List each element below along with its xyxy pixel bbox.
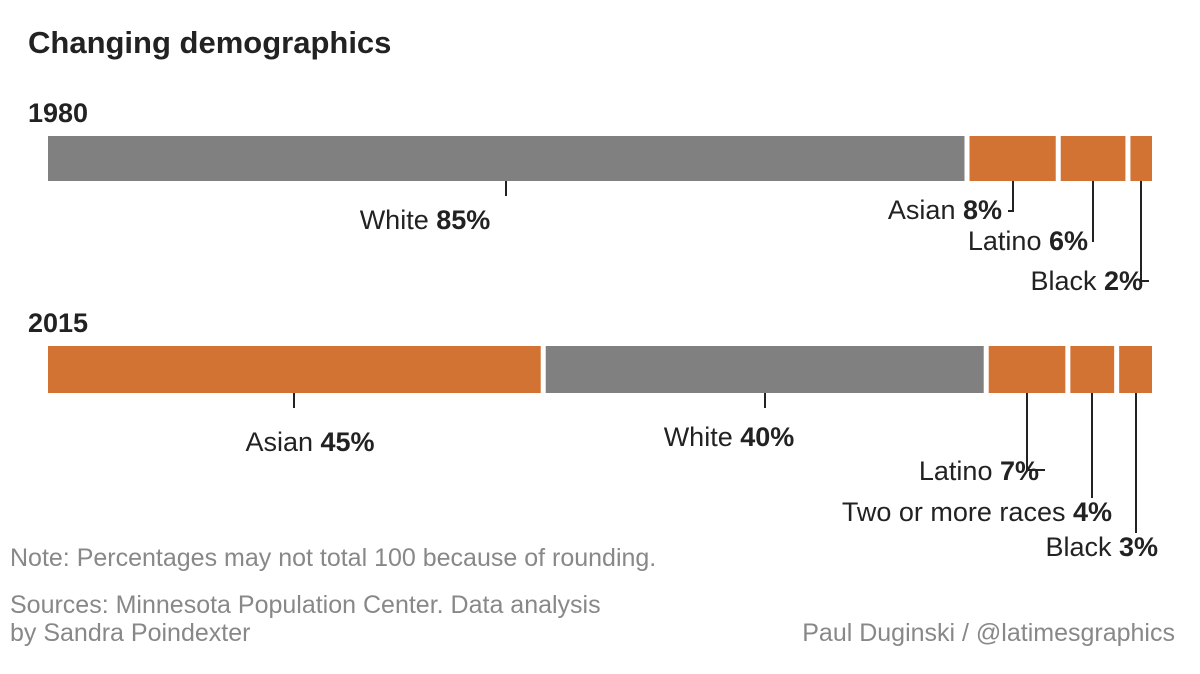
leader-1980-latino <box>1092 181 1094 242</box>
label-1980-white: White 85% <box>360 205 491 235</box>
bar-1980-white <box>48 136 965 181</box>
label-2015-white: White 40% <box>664 422 795 452</box>
bar-2015-latino <box>988 346 1066 393</box>
sources-line-2: by Sandra Poindexter <box>10 619 250 647</box>
label-2015-asian: Asian 45% <box>245 427 374 457</box>
leader-2015-latino <box>1026 393 1045 471</box>
label-2015-latino: Latino 7% <box>919 456 1039 486</box>
chart-title: Changing demographics <box>28 25 391 60</box>
bar-2015-two-or-more-races <box>1070 346 1115 393</box>
leader-1980-asian <box>1008 181 1014 212</box>
chart-marks: 1980 White 85% Asian 8%Latino 6% Black 2% 20… <box>28 98 1158 562</box>
row-label-1980: 1980 <box>28 98 88 128</box>
label-2015-two-or-more-races: Two or more races 4% <box>842 497 1112 527</box>
bar-2015-asian <box>48 346 541 393</box>
sources-line-1: Sources: Minnesota Population Center. Da… <box>10 591 601 619</box>
label-1980-latino: Latino 6% <box>968 226 1088 256</box>
bar-1980-asian <box>969 136 1056 181</box>
bar-2015-white <box>545 346 984 393</box>
bar-1980-latino <box>1060 136 1126 181</box>
bar-2015-black <box>1119 346 1152 393</box>
row-label-2015: 2015 <box>28 308 88 338</box>
label-1980-asian: Asian 8% <box>888 195 1002 225</box>
footnote: Note: Percentages may not total 100 beca… <box>10 544 656 572</box>
label-1980-black: Black 2% <box>1030 266 1143 296</box>
credit: Paul Duginski / @latimesgraphics <box>802 619 1175 647</box>
leader-1980-black <box>1140 181 1149 282</box>
bar-1980-black <box>1130 136 1152 181</box>
label-2015-black: Black 3% <box>1045 532 1158 562</box>
